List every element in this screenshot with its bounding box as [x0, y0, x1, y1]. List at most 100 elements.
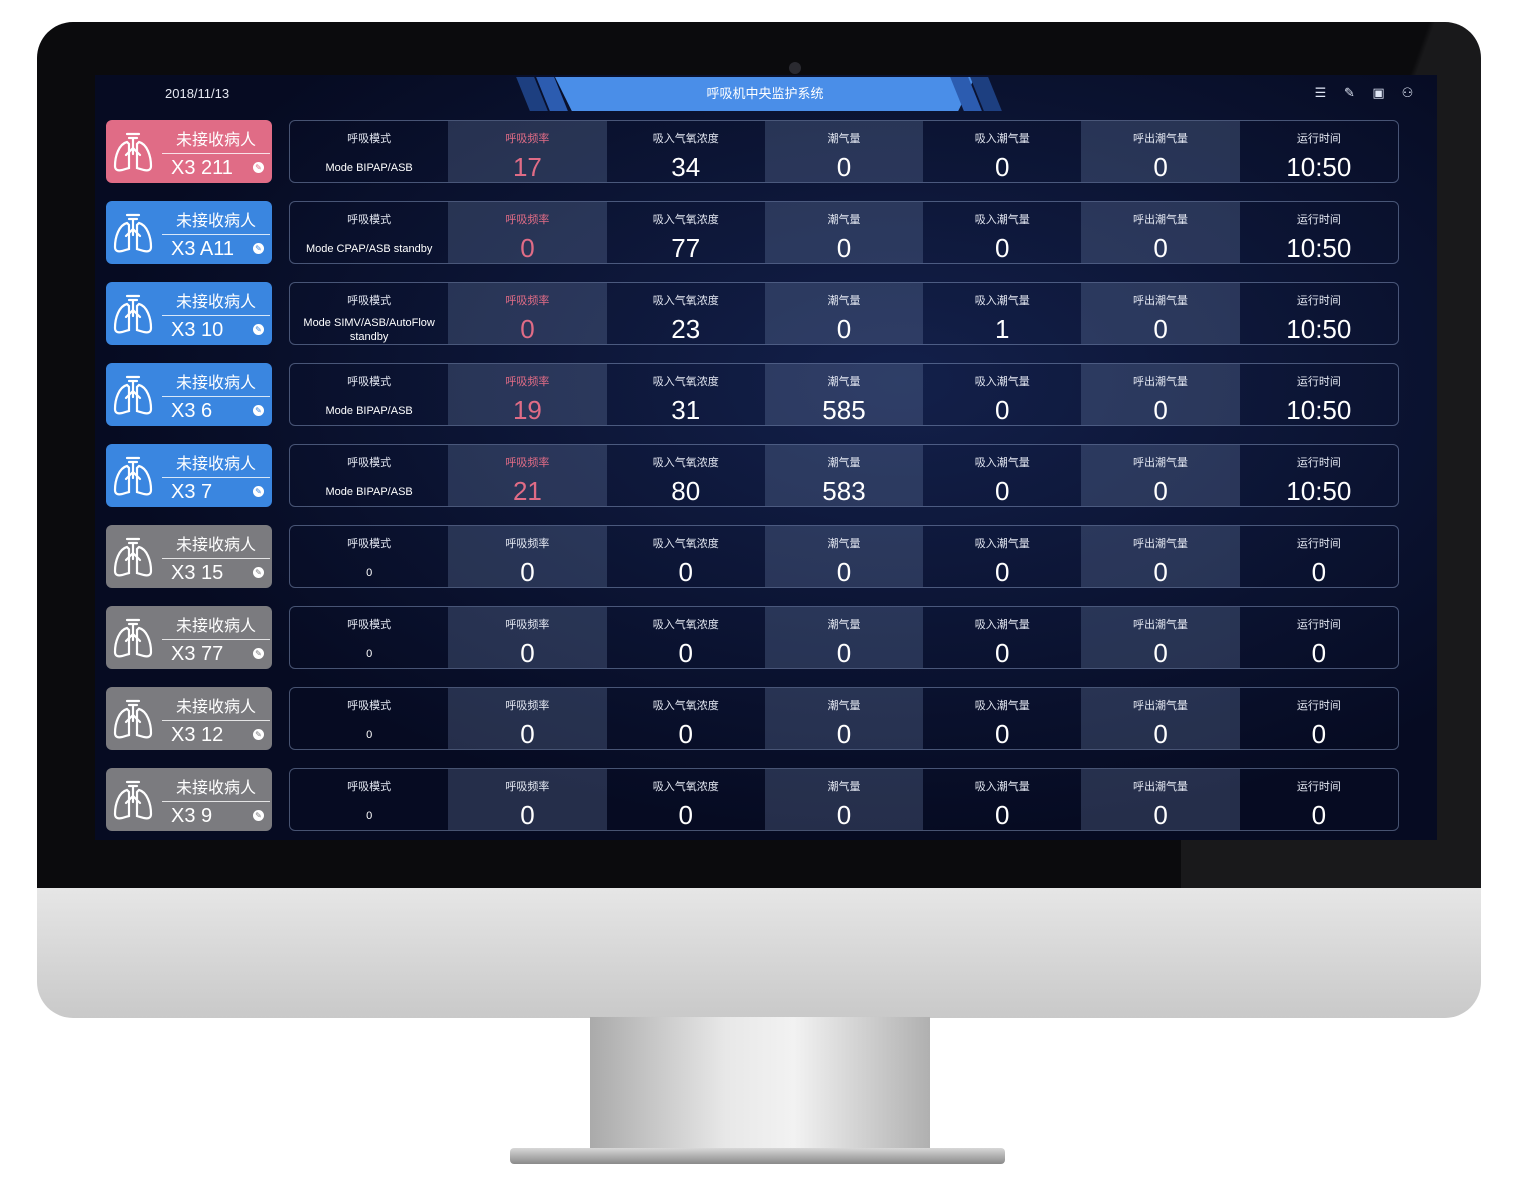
vital-value: 0 — [1153, 314, 1168, 344]
vital-label: 吸入气氧浓度 — [652, 619, 719, 631]
divider — [162, 477, 270, 478]
vital-cell: 潮气量 0 — [764, 688, 924, 749]
bed-card[interactable]: 未接收病人 X3 77 ✎ — [106, 606, 272, 669]
vital-label: 呼出潮气量 — [1133, 700, 1189, 712]
lungs-icon — [112, 211, 154, 255]
vital-cell: 呼出潮气量 0 — [1081, 526, 1240, 587]
vital-value: 0 — [678, 719, 693, 749]
vital-cell: 吸入潮气量 0 — [923, 445, 1081, 506]
edit-icon[interactable]: ✎ — [253, 729, 264, 740]
vital-cell: 吸入潮气量 0 — [923, 364, 1081, 425]
bed-card[interactable]: 未接收病人 X3 211 ✎ — [106, 120, 272, 183]
vital-value: 34 — [671, 152, 701, 182]
vital-label: 吸入气氧浓度 — [652, 133, 719, 145]
vital-value: 0 — [836, 152, 852, 182]
vital-cell: 潮气量 0 — [764, 607, 924, 668]
vital-cell: 呼出潮气量 0 — [1081, 364, 1240, 425]
bed-number: X3 77 — [171, 643, 224, 665]
vital-cell: 吸入气氧浓度 0 — [607, 769, 765, 830]
vital-label: 运行时间 — [1296, 619, 1341, 631]
vital-value: 0 — [995, 476, 1010, 506]
bed-card[interactable]: 未接收病人 X3 10 ✎ — [106, 282, 272, 345]
vital-cell: 呼吸模式 Mode CPAP/ASB standby — [290, 202, 448, 263]
screen: 2018/11/13 呼吸机中央监护系统 ☰ ✎ ▣ ⚇ 未接收病人 X3 21… — [95, 75, 1437, 840]
vital-value: 0 — [1153, 557, 1168, 587]
vital-cell: 呼吸模式 0 — [290, 607, 448, 668]
vital-label: 吸入气氧浓度 — [652, 214, 719, 226]
mode-value: Mode BIPAP/ASB — [325, 405, 413, 417]
vital-cell: 吸入潮气量 0 — [923, 202, 1081, 263]
divider — [162, 153, 270, 154]
camera — [789, 62, 801, 74]
vital-label: 运行时间 — [1296, 781, 1341, 793]
list-icon[interactable]: ☰ — [1314, 85, 1327, 100]
vital-cell: 潮气量 0 — [764, 283, 924, 344]
vital-cell: 吸入气氧浓度 0 — [607, 688, 765, 749]
vital-cell: 吸入气氧浓度 80 — [607, 445, 765, 506]
vital-value: 31 — [671, 395, 701, 425]
edit-icon[interactable]: ✎ — [1344, 85, 1355, 100]
bed-card[interactable]: 未接收病人 X3 6 ✎ — [106, 363, 272, 426]
vital-label: 潮气量 — [827, 376, 861, 388]
vital-label: 呼吸频率 — [505, 538, 550, 550]
vital-cell: 运行时间 10:50 — [1240, 283, 1398, 344]
vital-value: 19 — [512, 395, 542, 425]
divider — [162, 720, 270, 721]
vital-cell: 运行时间 10:50 — [1240, 364, 1398, 425]
lungs-icon — [112, 130, 154, 174]
vital-cell: 呼吸模式 0 — [290, 769, 448, 830]
bed-card[interactable]: 未接收病人 X3 15 ✎ — [106, 525, 272, 588]
bed-card[interactable]: 未接收病人 X3 12 ✎ — [106, 687, 272, 750]
vital-cell: 呼吸频率 21 — [448, 445, 607, 506]
edit-icon[interactable]: ✎ — [253, 243, 264, 254]
vital-label: 呼出潮气量 — [1133, 133, 1189, 145]
vital-value: 21 — [512, 476, 542, 506]
bed-number: X3 211 — [171, 157, 233, 179]
vital-value: 10:50 — [1286, 314, 1352, 344]
vital-label: 吸入气氧浓度 — [652, 781, 719, 793]
vital-label: 潮气量 — [827, 133, 861, 145]
lungs-icon — [112, 616, 154, 660]
lungs-icon — [112, 292, 154, 336]
bed-card[interactable]: 未接收病人 X3 A11 ✎ — [106, 201, 272, 264]
patient-status: 未接收病人 — [175, 780, 256, 797]
bed-number: X3 A11 — [171, 238, 235, 260]
divider — [162, 801, 270, 802]
divider — [162, 396, 270, 397]
edit-icon[interactable]: ✎ — [253, 324, 264, 335]
user-icon[interactable]: ⚇ — [1401, 85, 1414, 100]
vital-label: 吸入潮气量 — [974, 700, 1030, 712]
vital-value: 0 — [836, 314, 852, 344]
edit-icon[interactable]: ✎ — [253, 648, 264, 659]
monitor-stand — [590, 1017, 930, 1152]
patient-row: 未接收病人 X3 6 ✎ 呼吸模式 Mode BIPAP/ASB 呼吸频率 19… — [106, 363, 1399, 426]
edit-icon[interactable]: ✎ — [253, 405, 264, 416]
edit-icon[interactable]: ✎ — [253, 162, 264, 173]
vital-value: 0 — [520, 719, 535, 749]
vital-cell: 运行时间 0 — [1240, 607, 1398, 668]
layout-icon[interactable]: ▣ — [1372, 85, 1385, 100]
bed-card[interactable]: 未接收病人 X3 9 ✎ — [106, 768, 272, 831]
vital-value: 17 — [512, 152, 542, 182]
edit-icon[interactable]: ✎ — [253, 810, 264, 821]
divider — [162, 315, 270, 316]
vital-value: 0 — [1311, 638, 1327, 668]
vital-cell: 潮气量 0 — [764, 202, 924, 263]
patient-row: 未接收病人 X3 9 ✎ 呼吸模式 0 呼吸频率 0 吸入气氧浓度 0 潮气量 … — [106, 768, 1399, 831]
vital-value: 0 — [995, 557, 1010, 587]
edit-icon[interactable]: ✎ — [253, 486, 264, 497]
vital-label: 呼出潮气量 — [1133, 376, 1189, 388]
vital-value: 0 — [1153, 719, 1168, 749]
bed-card[interactable]: 未接收病人 X3 7 ✎ — [106, 444, 272, 507]
vitals-table: 呼吸模式 0 呼吸频率 0 吸入气氧浓度 0 潮气量 0 吸入潮气量 0 呼出潮… — [289, 525, 1399, 588]
vital-value: 10:50 — [1286, 476, 1352, 506]
mode-value: 0 — [366, 810, 373, 822]
vitals-table: 呼吸模式 Mode BIPAP/ASB 呼吸频率 19 吸入气氧浓度 31 潮气… — [289, 363, 1399, 426]
edit-icon[interactable]: ✎ — [253, 567, 264, 578]
vital-label: 运行时间 — [1296, 538, 1341, 550]
vital-value: 77 — [671, 233, 701, 263]
vital-value: 0 — [836, 719, 852, 749]
vital-label: 吸入潮气量 — [974, 538, 1030, 550]
bed-number: X3 7 — [171, 481, 213, 503]
vital-label: 呼出潮气量 — [1133, 457, 1189, 469]
